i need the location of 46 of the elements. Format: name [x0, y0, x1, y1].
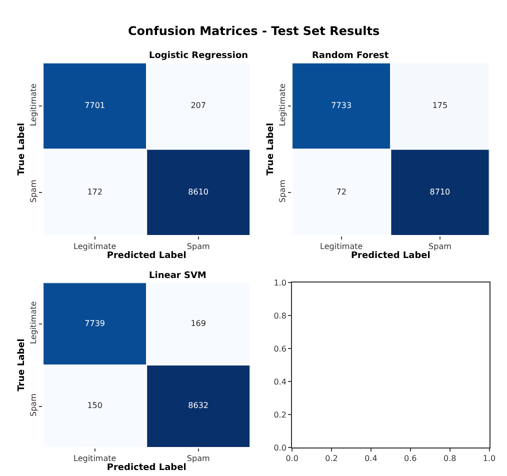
y-tick-label: Spam	[28, 393, 38, 416]
y-tick-label: Spam	[28, 180, 38, 203]
x-tick-label: Spam	[186, 454, 210, 464]
y-tick-label: Legitimate	[28, 83, 38, 126]
y-tick-label: Legitimate	[28, 301, 38, 344]
chart-title: Linear SVM	[149, 271, 206, 281]
chart-title: Logistic Regression	[149, 51, 248, 61]
chart-title: Random Forest	[312, 51, 390, 61]
y-tick-label: 1.0	[274, 278, 286, 288]
x-tick-label: 0.0	[286, 454, 298, 464]
x-tick-label: 0.4	[364, 454, 378, 464]
x-tick-label: 0.2	[325, 454, 338, 464]
data-label: 172	[87, 187, 102, 196]
y-axis-title: True Label	[17, 122, 28, 176]
data-label: 175	[432, 101, 448, 110]
y-tick-label: Legitimate	[278, 83, 287, 126]
y-tick-label: 0.4	[274, 377, 286, 386]
data-label: 150	[87, 401, 102, 410]
x-axis-title: Predicted Label	[106, 463, 186, 474]
y-tick-label: 0.2	[274, 410, 286, 420]
y-tick-label: 0.0	[274, 443, 286, 452]
data-label: 7733	[331, 101, 352, 110]
x-tick-label: Legitimate	[320, 242, 363, 252]
data-label: 8610	[188, 187, 209, 196]
x-tick-label: Legitimate	[74, 454, 116, 464]
x-tick-label: Spam	[428, 242, 452, 252]
x-tick-label: Spam	[186, 242, 210, 252]
y-tick-label: Spam	[278, 180, 287, 203]
data-label: 7739	[84, 318, 106, 328]
y-axis-title: True Label	[266, 122, 276, 176]
x-axis-title: Predicted Label	[350, 251, 430, 262]
y-axis-title: True Label	[17, 338, 28, 392]
x-tick-label: 0.8	[443, 454, 456, 464]
x-tick-label: 1.0	[482, 454, 496, 464]
x-tick-label: 0.6	[404, 454, 417, 464]
data-label: 7701	[84, 101, 106, 110]
y-tick-label: 0.8	[274, 311, 286, 320]
text: Confusion Matrices - Test Set Results	[128, 24, 380, 38]
y-tick-label: 0.6	[274, 344, 286, 354]
data-label: 8632	[188, 401, 209, 410]
data-label: 169	[190, 318, 206, 328]
data-label: 8710	[430, 187, 450, 196]
data-label: 207	[190, 101, 206, 110]
x-tick-label: Legitimate	[74, 242, 116, 252]
x-axis-title: Predicted Label	[106, 251, 186, 262]
data-label: 72	[336, 187, 346, 196]
